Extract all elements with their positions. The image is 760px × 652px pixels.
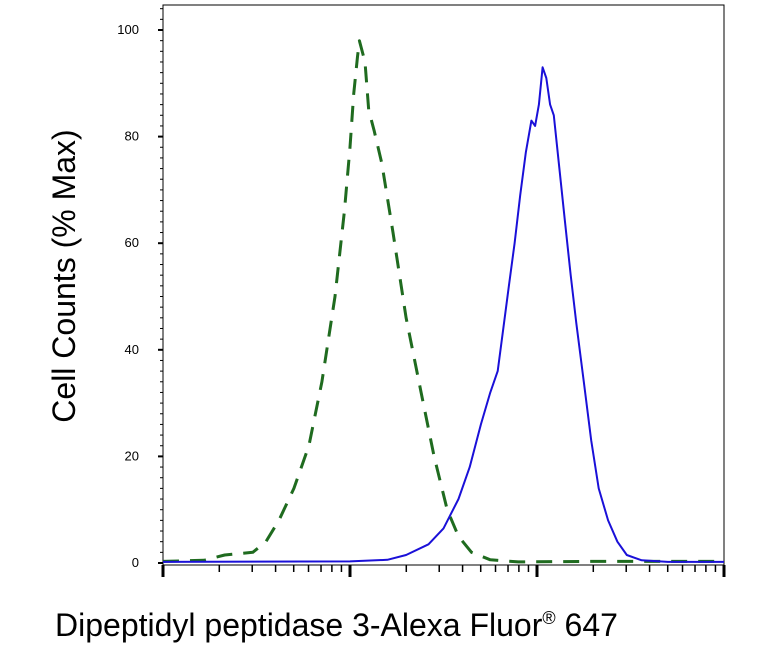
y-tick-label: 60: [125, 235, 139, 250]
y-tick-label: 100: [117, 22, 139, 37]
control-histogram-line: [162, 39, 724, 564]
y-tick-label: 40: [125, 342, 139, 357]
y-axis-label: Cell Counts (% Max): [46, 129, 82, 422]
x-axis-label-main: Dipeptidyl peptidase 3-Alexa Fluor: [55, 607, 543, 643]
y-tick-label: 80: [125, 129, 139, 144]
y-tick-label: 0: [132, 555, 139, 570]
sample-histogram-line: [162, 66, 724, 563]
registered-mark: ®: [542, 608, 555, 628]
plot-frame: [162, 4, 725, 566]
x-axis-label-suffix: 647: [556, 607, 618, 643]
x-axis-label: Dipeptidyl peptidase 3-Alexa Fluor® 647: [55, 607, 618, 643]
plot-layer: 0 20 40 60 80 100: [117, 4, 726, 577]
y-tick-label: 20: [125, 448, 139, 463]
